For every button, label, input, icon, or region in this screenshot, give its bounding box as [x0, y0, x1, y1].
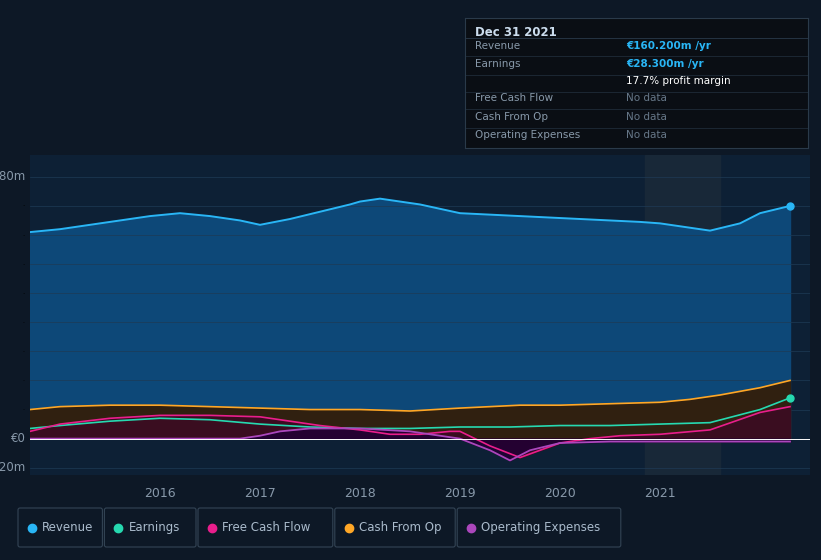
Text: Revenue: Revenue	[475, 41, 521, 51]
Text: Earnings: Earnings	[475, 59, 521, 69]
Text: -€20m: -€20m	[0, 461, 26, 474]
Text: No data: No data	[626, 94, 667, 104]
Text: Cash From Op: Cash From Op	[359, 521, 442, 534]
Text: 2019: 2019	[444, 487, 476, 500]
Text: 2016: 2016	[144, 487, 176, 500]
Text: Free Cash Flow: Free Cash Flow	[222, 521, 310, 534]
Text: 17.7% profit margin: 17.7% profit margin	[626, 77, 731, 86]
Bar	[645, 155, 720, 475]
Text: €180m: €180m	[0, 170, 26, 183]
Text: 2020: 2020	[544, 487, 576, 500]
Text: No data: No data	[626, 130, 667, 141]
Text: Operating Expenses: Operating Expenses	[481, 521, 600, 534]
Text: Operating Expenses: Operating Expenses	[475, 130, 580, 141]
Text: €28.300m /yr: €28.300m /yr	[626, 59, 704, 69]
Text: No data: No data	[626, 112, 667, 122]
Text: Dec 31 2021: Dec 31 2021	[475, 26, 557, 39]
Text: Cash From Op: Cash From Op	[475, 112, 548, 122]
Text: 2021: 2021	[644, 487, 676, 500]
Text: €0: €0	[11, 432, 26, 445]
Text: Free Cash Flow: Free Cash Flow	[475, 94, 553, 104]
Text: 2018: 2018	[344, 487, 376, 500]
Text: €160.200m /yr: €160.200m /yr	[626, 41, 711, 51]
Text: Revenue: Revenue	[42, 521, 94, 534]
Text: Earnings: Earnings	[128, 521, 180, 534]
Text: 2017: 2017	[244, 487, 276, 500]
